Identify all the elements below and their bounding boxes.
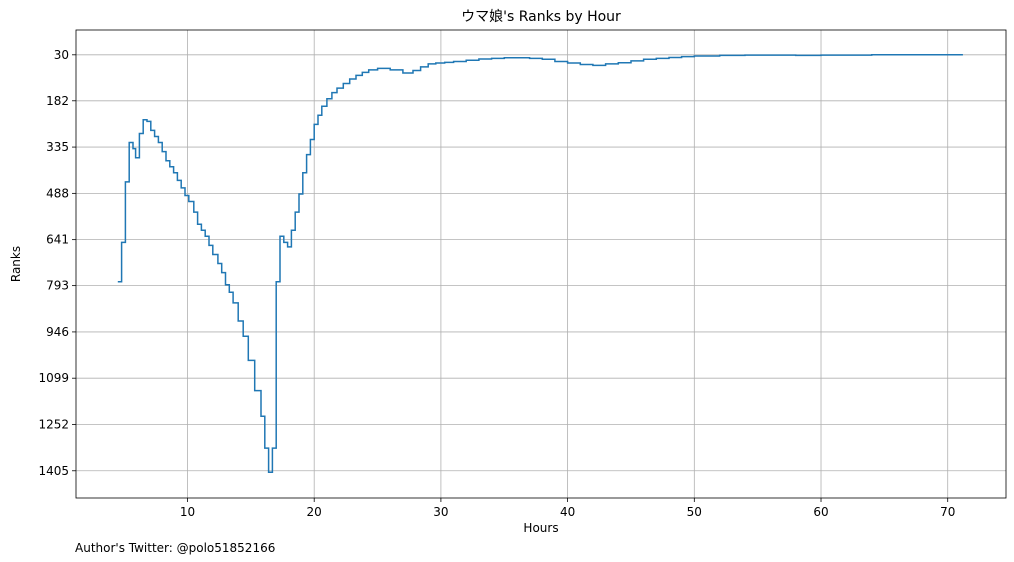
chart-title: ウマ娘's Ranks by Hour [461,9,621,25]
x-axis-ticks: 10 20 30 40 50 60 70 [180,498,955,519]
x-tick-label: 20 [307,505,322,519]
y-tick-label: 1405 [38,464,69,478]
x-tick-label: 50 [687,505,702,519]
y-tick-label: 1252 [38,417,69,431]
grid-lines [76,30,1006,498]
y-axis-ticks: 30 182 335 488 641 793 946 1099 1252 1405 [38,48,76,478]
y-tick-label: 488 [46,186,69,200]
x-tick-label: 70 [940,505,955,519]
rank-step-line [117,54,963,474]
y-tick-label: 1099 [38,371,69,385]
x-tick-label: 60 [813,505,828,519]
y-tick-label: 30 [54,48,69,62]
y-tick-label: 641 [46,233,69,247]
x-axis-label: Hours [523,521,558,535]
plot-frame [75,29,1007,499]
series-layer [117,54,963,474]
author-note: Author's Twitter: @polo51852166 [75,541,275,555]
x-tick-label: 10 [180,505,195,519]
y-tick-label: 946 [46,325,69,339]
x-tick-label: 40 [560,505,575,519]
y-axis-label: Ranks [9,246,23,282]
y-tick-label: 793 [46,279,69,293]
x-tick-label: 30 [433,505,448,519]
y-tick-label: 335 [46,140,69,154]
y-tick-label: 182 [46,94,69,108]
